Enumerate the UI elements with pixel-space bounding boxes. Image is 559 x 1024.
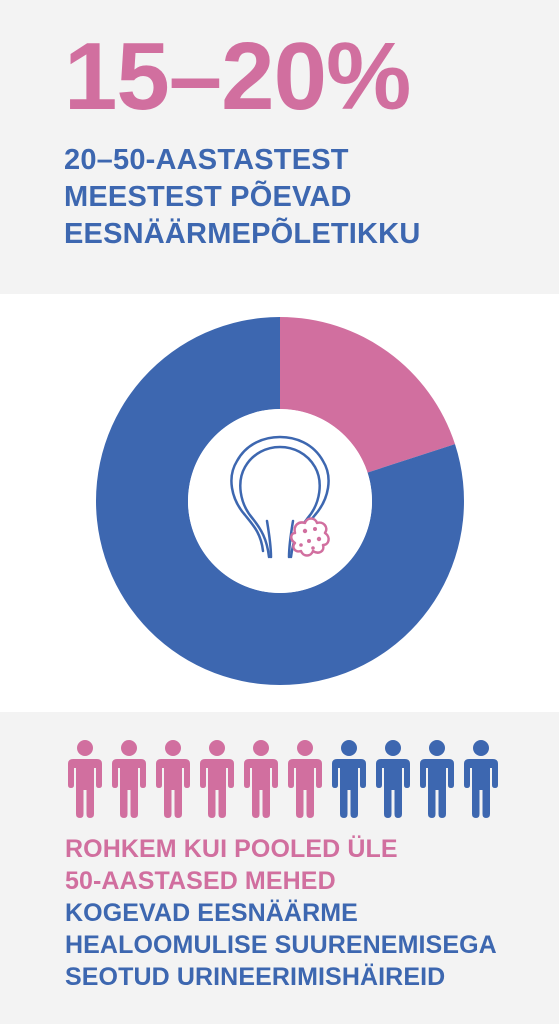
footer-description: ROHKEM KUI POOLED ÜLE 50-AASTASED MEHED …: [65, 833, 545, 993]
headline-line: 20–50-AASTASTEST: [64, 144, 349, 176]
footer-line: SEOTUD URINEERIMISHÄIREID: [65, 963, 446, 991]
person-icon: [153, 740, 193, 820]
footer-highlight-line: 50-AASTASED MEHED: [65, 867, 336, 895]
donut-chart: [96, 317, 464, 685]
donut-slice: [280, 317, 455, 473]
footer-line: KOGEVAD EESNÄÄRME: [65, 899, 358, 927]
person-icon: [197, 740, 237, 820]
footer-line: HEALOOMULISE SUURENEMISEGA: [65, 931, 497, 959]
headline-line: MEESTEST PÕEVAD: [64, 181, 352, 213]
header-panel: [0, 0, 559, 294]
person-icon: [109, 740, 149, 820]
people-row: [65, 740, 505, 820]
person-icon: [241, 740, 281, 820]
person-icon: [285, 740, 325, 820]
person-icon: [461, 740, 501, 820]
headline-description: 20–50-AASTASTEST MEESTEST PÕEVAD EESNÄÄR…: [64, 142, 544, 253]
donut-slice: [96, 317, 464, 685]
person-icon: [329, 740, 369, 820]
headline-stat: 15–20%: [64, 23, 411, 130]
footer-highlight-line: ROHKEM KUI POOLED ÜLE: [65, 835, 398, 863]
donut-hole: [188, 409, 372, 593]
person-icon: [417, 740, 457, 820]
prostate-icon: [230, 435, 330, 559]
person-icon: [65, 740, 105, 820]
person-icon: [373, 740, 413, 820]
headline-line: EESNÄÄRMEPÕLETIKKU: [64, 218, 421, 250]
